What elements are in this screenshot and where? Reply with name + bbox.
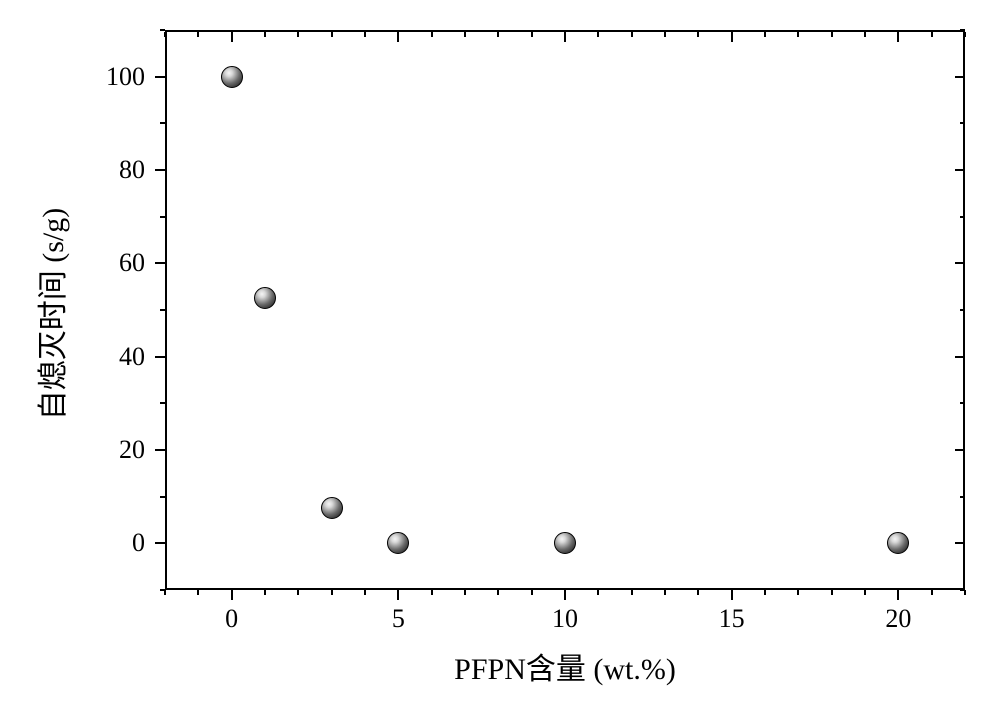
y-tick-major-right: [955, 169, 965, 171]
x-tick-major-top: [897, 32, 899, 42]
x-tick-major-top: [731, 32, 733, 42]
x-tick-minor-top: [631, 32, 633, 37]
x-tick-major-top: [231, 32, 233, 42]
y-tick-major: [155, 262, 165, 264]
x-tick-minor: [697, 590, 699, 595]
y-tick-minor: [160, 309, 165, 311]
x-tick-label: 15: [702, 604, 762, 634]
x-tick-minor-top: [197, 32, 199, 37]
y-tick-minor-right: [960, 216, 965, 218]
y-tick-minor: [160, 29, 165, 31]
y-tick-label: 20: [85, 435, 145, 465]
x-tick-minor-top: [931, 32, 933, 37]
x-tick-label: 5: [368, 604, 428, 634]
x-tick-minor: [764, 590, 766, 595]
y-tick-major-right: [955, 542, 965, 544]
chart-container: 自熄灭时间 (s/g) PFPN含量 (wt.%) 0 5 10 15 20 0 20 40 6…: [0, 0, 1000, 718]
data-point: [221, 66, 243, 88]
x-tick-minor-top: [264, 32, 266, 37]
x-tick-minor-top: [764, 32, 766, 37]
x-tick-minor: [531, 590, 533, 595]
x-tick-minor: [864, 590, 866, 595]
x-tick-minor: [597, 590, 599, 595]
x-tick-minor-top: [331, 32, 333, 37]
y-tick-label: 80: [85, 155, 145, 185]
x-tick-minor: [931, 590, 933, 595]
x-tick-minor-top: [164, 32, 166, 37]
y-tick-label: 40: [85, 342, 145, 372]
x-tick-minor: [497, 590, 499, 595]
x-tick-minor-top: [431, 32, 433, 37]
y-tick-minor: [160, 589, 165, 591]
x-tick-label: 0: [202, 604, 262, 634]
x-tick-minor-top: [964, 32, 966, 37]
x-tick-minor-top: [531, 32, 533, 37]
plot-area: [165, 30, 965, 590]
y-tick-minor-right: [960, 496, 965, 498]
x-tick-minor: [464, 590, 466, 595]
x-tick-minor: [364, 590, 366, 595]
x-tick-label: 20: [868, 604, 928, 634]
x-tick-minor-top: [864, 32, 866, 37]
y-tick-major-right: [955, 262, 965, 264]
y-tick-label: 60: [85, 248, 145, 278]
x-tick-minor: [664, 590, 666, 595]
y-tick-major: [155, 356, 165, 358]
x-tick-minor: [431, 590, 433, 595]
x-tick-major: [731, 590, 733, 600]
data-point: [387, 532, 409, 554]
y-tick-major: [155, 449, 165, 451]
y-tick-major: [155, 169, 165, 171]
x-tick-label: 10: [535, 604, 595, 634]
x-tick-minor: [797, 590, 799, 595]
y-tick-minor-right: [960, 29, 965, 31]
y-tick-minor-right: [960, 309, 965, 311]
x-tick-major: [564, 590, 566, 600]
x-tick-minor-top: [664, 32, 666, 37]
data-point: [887, 532, 909, 554]
x-tick-minor: [197, 590, 199, 595]
x-tick-major-top: [397, 32, 399, 42]
y-tick-minor-right: [960, 122, 965, 124]
y-tick-major: [155, 76, 165, 78]
x-tick-minor-top: [464, 32, 466, 37]
x-tick-minor: [264, 590, 266, 595]
x-tick-minor-top: [497, 32, 499, 37]
x-tick-minor-top: [697, 32, 699, 37]
x-tick-minor-top: [297, 32, 299, 37]
x-tick-minor-top: [797, 32, 799, 37]
x-tick-major: [397, 590, 399, 600]
y-tick-minor: [160, 122, 165, 124]
x-tick-minor: [831, 590, 833, 595]
x-tick-minor-top: [597, 32, 599, 37]
y-axis-label: 自熄灭时间 (s/g): [28, 164, 72, 464]
x-tick-major: [897, 590, 899, 600]
y-tick-major-right: [955, 449, 965, 451]
x-tick-minor-top: [831, 32, 833, 37]
y-tick-minor: [160, 402, 165, 404]
data-point: [554, 532, 576, 554]
y-tick-label: 100: [85, 62, 145, 92]
x-tick-major-top: [564, 32, 566, 42]
data-point: [254, 287, 276, 309]
y-tick-minor: [160, 496, 165, 498]
x-tick-minor-top: [364, 32, 366, 37]
y-tick-major-right: [955, 76, 965, 78]
x-tick-minor: [331, 590, 333, 595]
y-tick-minor-right: [960, 589, 965, 591]
y-tick-label: 0: [85, 528, 145, 558]
x-axis-label: PFPN含量 (wt.%): [365, 644, 765, 688]
y-tick-major-right: [955, 356, 965, 358]
y-tick-minor-right: [960, 402, 965, 404]
data-point: [321, 497, 343, 519]
y-tick-minor: [160, 216, 165, 218]
x-tick-minor: [297, 590, 299, 595]
y-tick-major: [155, 542, 165, 544]
x-tick-minor: [631, 590, 633, 595]
x-tick-major: [231, 590, 233, 600]
